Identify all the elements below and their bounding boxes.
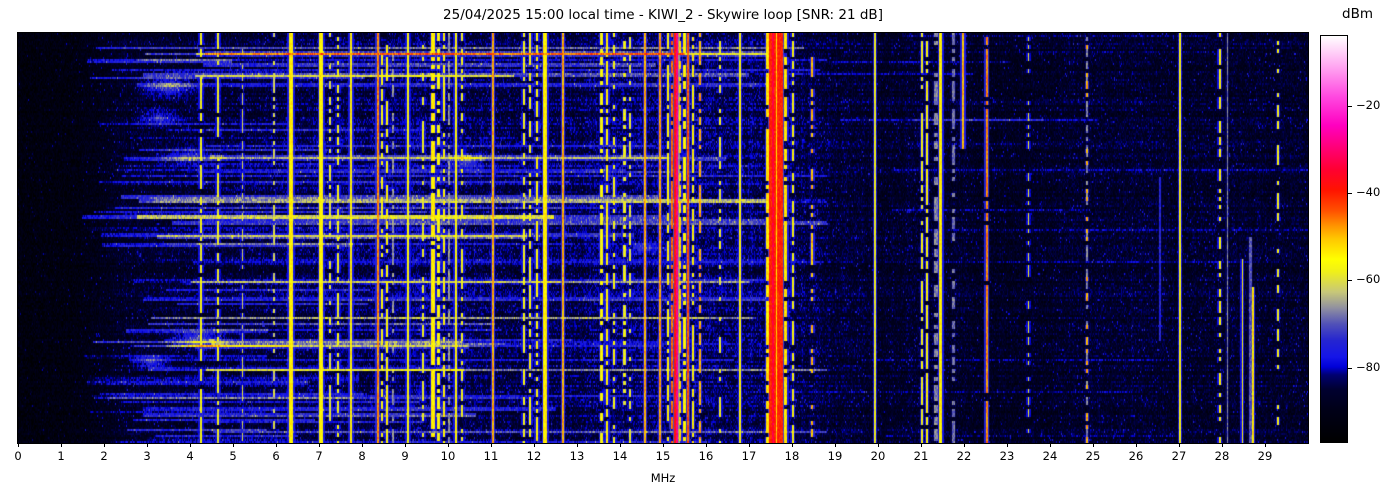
- colorbar-tick-mark: [1348, 105, 1352, 107]
- colorbar-tick-mark: [1348, 193, 1352, 195]
- x-tick-mark: [835, 443, 836, 447]
- x-tick-mark: [362, 443, 363, 447]
- x-tick-label: 15: [655, 449, 671, 463]
- x-tick-mark: [147, 443, 148, 447]
- x-tick-label: 26: [1128, 449, 1144, 463]
- plot-title: 25/04/2025 15:00 local time - KIWI_2 - S…: [443, 7, 883, 23]
- x-tick-label: 16: [698, 449, 714, 463]
- waterfall-heatmap: [18, 33, 1308, 443]
- colorbar-frame: [1320, 35, 1348, 443]
- x-tick-mark: [921, 443, 922, 447]
- x-tick-label: 19: [827, 449, 843, 463]
- x-tick-mark: [1265, 443, 1266, 447]
- x-tick-mark: [534, 443, 535, 447]
- x-tick-mark: [491, 443, 492, 447]
- x-tick-label: 10: [440, 449, 456, 463]
- x-tick-mark: [1007, 443, 1008, 447]
- x-tick-label: 21: [913, 449, 929, 463]
- x-tick-mark: [1050, 443, 1051, 447]
- colorbar-tick-label: −40: [1356, 185, 1381, 200]
- x-tick-mark: [233, 443, 234, 447]
- colorbar-unit-label: dBm: [1342, 6, 1373, 22]
- x-tick-mark: [663, 443, 664, 447]
- x-tick-label: 23: [999, 449, 1015, 463]
- x-tick-label: 5: [229, 449, 237, 463]
- x-tick-mark: [276, 443, 277, 447]
- colorbar-tick-label: −80: [1356, 359, 1381, 374]
- x-tick-label: 7: [315, 449, 323, 463]
- x-tick-label: 8: [358, 449, 366, 463]
- x-tick-label: 13: [569, 449, 585, 463]
- x-tick-label: 11: [483, 449, 499, 463]
- x-tick-label: 14: [612, 449, 628, 463]
- x-tick-mark: [405, 443, 406, 447]
- x-tick-mark: [1093, 443, 1094, 447]
- x-tick-label: 4: [186, 449, 194, 463]
- x-tick-label: 9: [401, 449, 409, 463]
- colorbar-tick-label: −20: [1356, 97, 1381, 112]
- colorbar-gradient: [1321, 36, 1347, 442]
- x-tick-label: 29: [1257, 449, 1273, 463]
- colorbar-tick-mark: [1348, 280, 1352, 282]
- x-tick-mark: [878, 443, 879, 447]
- x-tick-label: 25: [1085, 449, 1101, 463]
- x-tick-label: 6: [272, 449, 280, 463]
- x-tick-label: 12: [526, 449, 542, 463]
- x-tick-mark: [1136, 443, 1137, 447]
- x-tick-mark: [792, 443, 793, 447]
- x-tick-label: 24: [1042, 449, 1058, 463]
- x-tick-mark: [61, 443, 62, 447]
- x-tick-label: 22: [956, 449, 972, 463]
- x-tick-mark: [319, 443, 320, 447]
- x-tick-label: 1: [57, 449, 65, 463]
- x-tick-label: 20: [870, 449, 886, 463]
- x-tick-mark: [18, 443, 19, 447]
- x-tick-mark: [749, 443, 750, 447]
- x-tick-label: 2: [100, 449, 108, 463]
- x-tick-mark: [190, 443, 191, 447]
- x-tick-mark: [706, 443, 707, 447]
- x-tick-mark: [620, 443, 621, 447]
- x-tick-label: 0: [14, 449, 22, 463]
- x-axis-label: MHz: [650, 471, 676, 485]
- x-tick-mark: [1179, 443, 1180, 447]
- x-tick-label: 27: [1171, 449, 1187, 463]
- x-tick-mark: [448, 443, 449, 447]
- colorbar-tick-label: −60: [1356, 272, 1381, 287]
- x-tick-label: 18: [784, 449, 800, 463]
- x-tick-mark: [1222, 443, 1223, 447]
- colorbar-tick-mark: [1348, 367, 1352, 369]
- x-tick-mark: [964, 443, 965, 447]
- x-tick-label: 17: [741, 449, 757, 463]
- x-tick-label: 3: [143, 449, 151, 463]
- x-tick-mark: [104, 443, 105, 447]
- x-tick-mark: [577, 443, 578, 447]
- x-tick-label: 28: [1214, 449, 1230, 463]
